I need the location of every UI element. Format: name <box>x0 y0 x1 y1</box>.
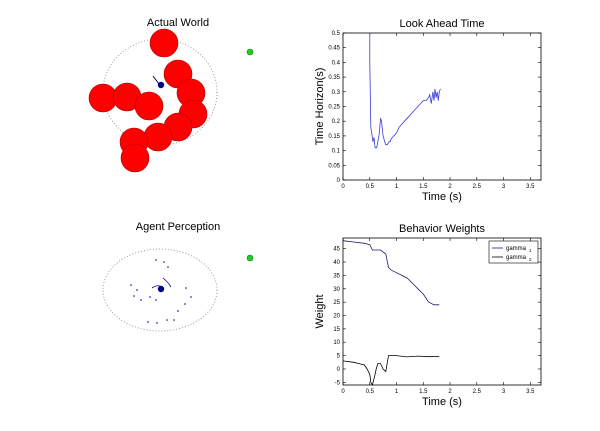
x-tick-label: 2.5 <box>473 184 482 190</box>
actual-world-panel: Actual World <box>88 17 254 173</box>
agent-perception-panel: Agent Perception <box>102 221 254 332</box>
legend-label: gamma <box>506 255 527 261</box>
x-tick-label: 1 <box>395 184 399 190</box>
y-tick-label: 0.25 <box>328 105 340 111</box>
plot-area <box>342 32 542 181</box>
series-line <box>342 240 440 306</box>
actual-world-title: Actual World <box>147 17 209 29</box>
chart-title: Behavior Weights <box>399 223 486 235</box>
legend-box <box>488 240 539 264</box>
x-tick-label: 2 <box>448 184 452 190</box>
y-tick-label: 20 <box>333 314 340 320</box>
goal-marker <box>246 48 254 56</box>
agent-perception-title: Agent Perception <box>136 221 220 233</box>
look-ahead-time-chart: Look Ahead Time 0 0.5 1 1.5 2 2.5 3 3.5 0 0.05 0.1 0… <box>314 18 542 203</box>
x-tick-label: 1 <box>395 389 399 395</box>
agent-marker <box>157 81 165 89</box>
y-tick-label: 5 <box>337 354 341 360</box>
perceived-arc <box>151 285 161 289</box>
y-tick-label: 35 <box>333 273 340 279</box>
obstacle <box>143 122 173 152</box>
series-line <box>369 33 441 149</box>
obstacle <box>120 143 150 173</box>
legend-subscript: 1 <box>529 248 532 253</box>
y-tick-label: 0.15 <box>328 134 340 140</box>
legend-subscript: 2 <box>529 257 532 262</box>
obstacles <box>88 28 208 173</box>
x-tick-label: 3.5 <box>526 184 535 190</box>
y-tick-label: 0.3 <box>332 90 341 96</box>
x-tick-label: 1.5 <box>419 184 428 190</box>
y-tick-label: 0.5 <box>332 31 341 37</box>
x-tick-label: 0.5 <box>366 389 375 395</box>
y-tick-label: 25 <box>333 300 340 306</box>
perceived-arc <box>162 277 172 288</box>
goal-marker <box>246 254 254 262</box>
y-tick-label: 0 <box>337 178 341 184</box>
y-tick-label: 30 <box>333 287 340 293</box>
x-tick-label: 3.5 <box>526 389 535 395</box>
agent-marker <box>157 285 165 293</box>
y-tick-label: 0.45 <box>328 46 340 52</box>
x-tick-label: 2 <box>448 389 452 395</box>
y-tick-label: 0.2 <box>332 119 341 125</box>
y-tick-label: 45 <box>333 247 340 253</box>
y-tick-label: 15 <box>333 327 340 333</box>
y-axis-label: Time Horizon(s) <box>314 68 326 146</box>
x-tick-label: 0.5 <box>366 184 375 190</box>
x-tick-label: 2.5 <box>473 389 482 395</box>
x-tick-label: 3 <box>502 184 506 190</box>
x-axis-label: Time (s) <box>422 191 462 203</box>
y-axis-label: Weight <box>314 294 326 328</box>
chart-title: Look Ahead Time <box>399 18 484 30</box>
y-tick-label: 40 <box>333 260 340 266</box>
y-tick-label: 0.05 <box>328 163 340 169</box>
legend-label: gamma <box>506 246 527 252</box>
x-tick-label: 3 <box>502 389 506 395</box>
perceived-points <box>130 259 192 324</box>
x-axis-label: Time (s) <box>422 396 462 408</box>
y-tick-label: -5 <box>335 380 341 386</box>
y-tick-label: 0.1 <box>332 149 341 155</box>
sensing-range-circle <box>102 248 218 332</box>
series-line <box>342 355 440 387</box>
x-tick-label: 1.5 <box>419 389 428 395</box>
y-tick-label: 0.35 <box>328 75 340 81</box>
y-tick-label: 0 <box>337 367 341 373</box>
obstacle <box>134 91 164 121</box>
x-tick-label: 0 <box>341 184 345 190</box>
y-tick-label: 0.4 <box>332 60 341 66</box>
x-tick-label: 0 <box>341 389 345 395</box>
obstacle <box>149 28 179 58</box>
y-tick-label: 10 <box>333 340 340 346</box>
agent-trail <box>152 75 160 85</box>
